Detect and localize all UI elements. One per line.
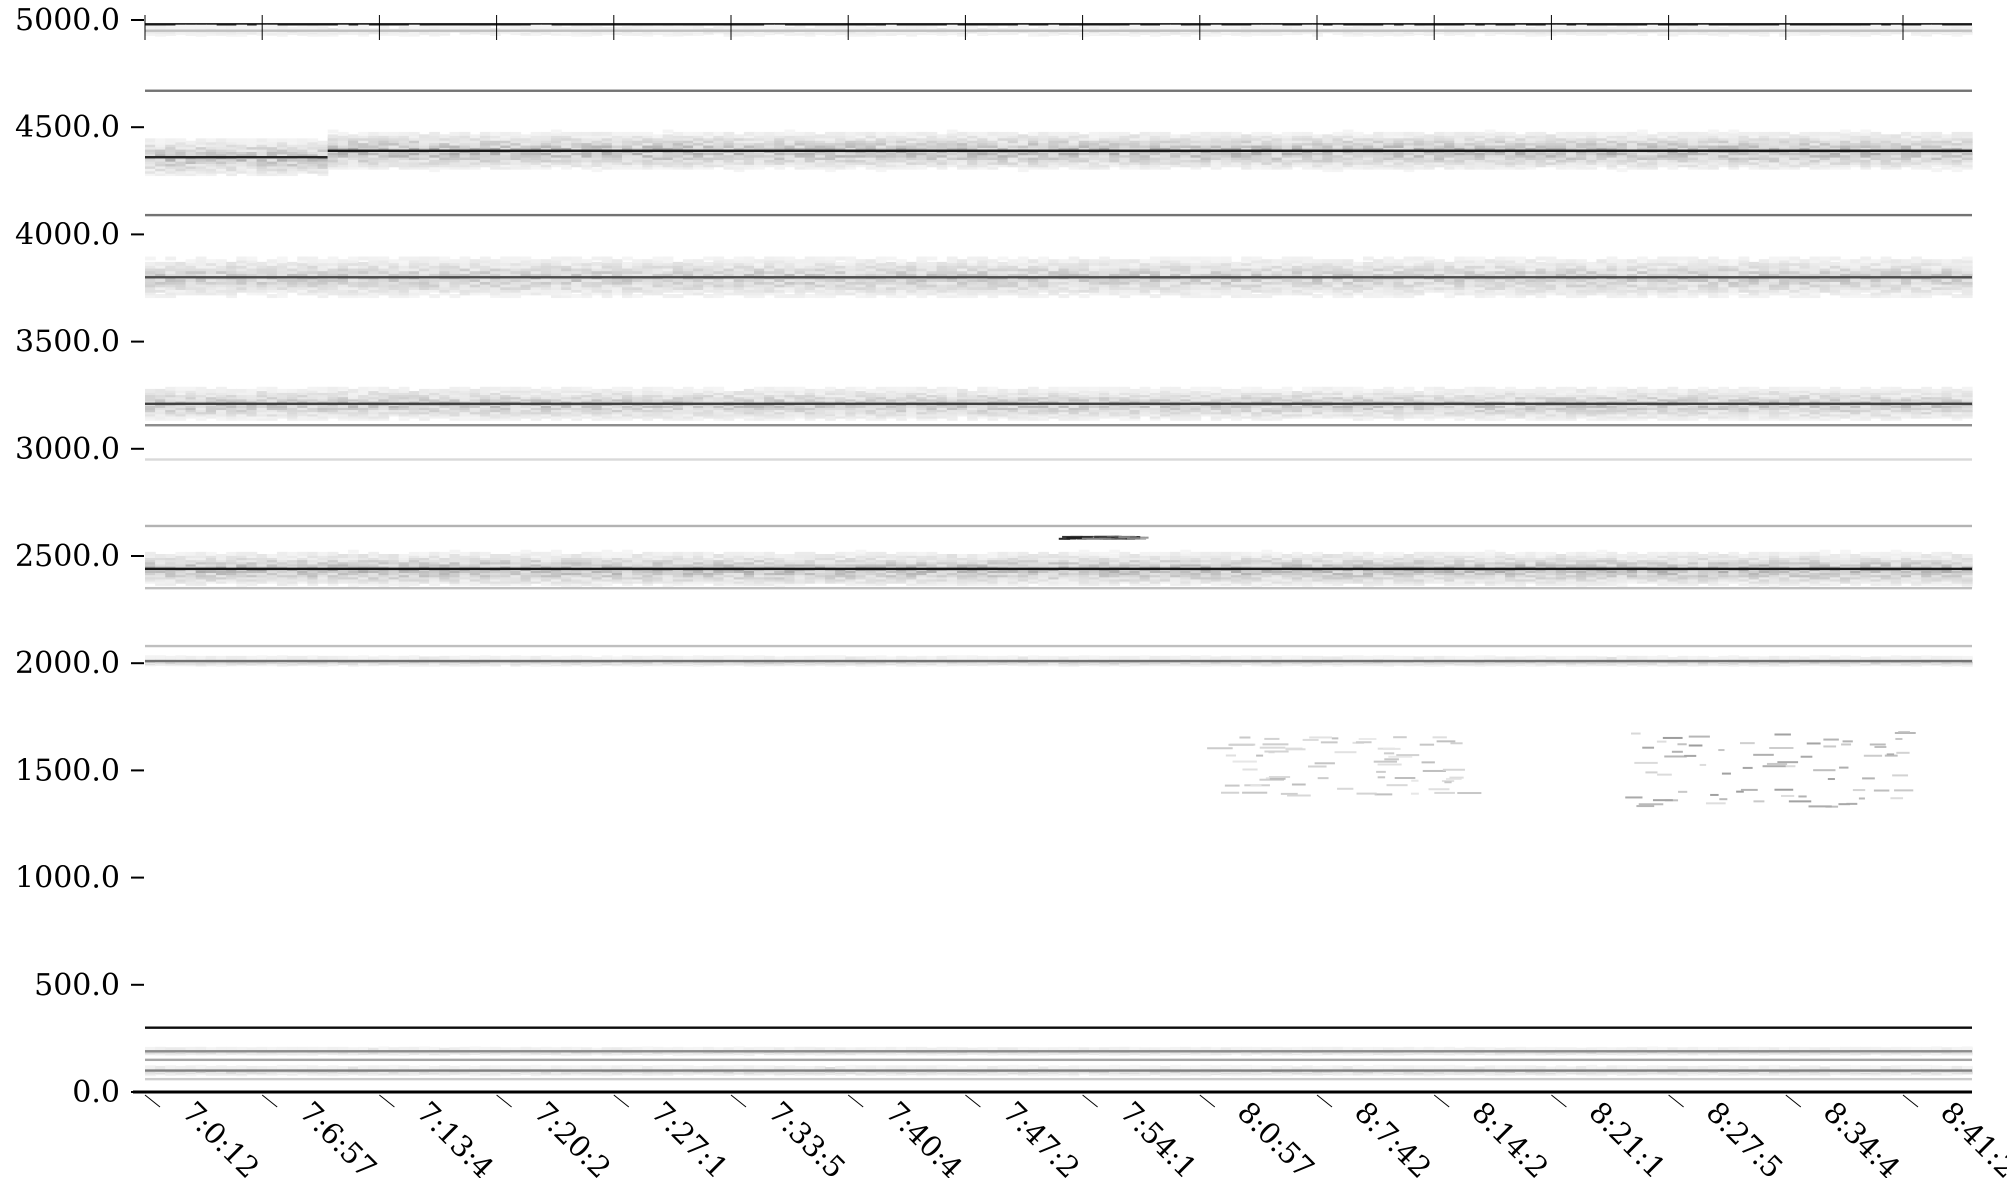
band-4 [327,129,1973,173]
x-tick-label-9: 8:0:57 [1231,1095,1321,1178]
heatmap-area [145,23,1973,1081]
x-tick-label-12: 8:21:1 [1582,1095,1672,1178]
x-tick-label-5: 7:33:5 [762,1095,852,1178]
x-tick-2 [379,1094,395,1108]
band-18 [145,1064,1973,1077]
band-19 [145,1077,1972,1081]
band-10 [145,524,1972,528]
y-axis: 0.0 500.0 1000.0 1500.0 2000.0 2500.0 3000.0 35… [15,3,144,1110]
x-tick-12 [1551,1094,1567,1108]
x-tick-7 [965,1094,981,1108]
x-tick-0 [144,1094,161,1108]
y-tick-label-4: 2000.0 [15,646,120,681]
x-tick-label-13: 8:27:5 [1700,1095,1790,1178]
x-tick-11 [1433,1094,1450,1108]
y-tick-label-3: 1500.0 [15,753,120,788]
x-tick-label-1: 7:6:57 [293,1095,383,1178]
patch-0 [1207,736,1482,797]
x-tick-label-15: 8:41:2 [1934,1095,2007,1178]
y-tick-label-10: 5000.0 [15,3,120,38]
patch-1 [1625,731,1916,808]
band-15 [145,1026,1972,1029]
x-tick-8 [1082,1094,1098,1108]
band-12 [145,586,1972,590]
band-3 [145,138,329,177]
x-tick-4 [613,1094,630,1108]
x-tick-label-6: 7:40:4 [879,1095,969,1178]
x-tick-label-4: 7:27:1 [645,1095,735,1178]
y-tick-label-6: 3000.0 [15,432,120,467]
x-tick-10 [1316,1094,1333,1108]
y-tick-label-7: 3500.0 [15,325,120,360]
x-tick-label-11: 8:14:2 [1465,1095,1555,1178]
band-0 [145,23,1972,26]
x-axis: 7:0:12 7:6:57 7:13:4 7:20:2 7:27:1 7:33:5 7:40… [133,15,2007,1178]
x-tick-5 [730,1094,747,1108]
band-8 [145,424,1972,427]
y-tick-label-1: 500.0 [34,968,120,1003]
band-7 [145,386,1973,421]
x-tick-label-3: 7:20:2 [528,1095,618,1178]
x-tick-6 [847,1094,864,1108]
y-tick-label-9: 4500.0 [15,110,120,145]
band-5 [145,213,1972,217]
x-tick-label-0: 7:0:12 [176,1095,266,1178]
band-11 [145,549,1973,589]
band-2 [145,89,1972,92]
x-tick-13 [1668,1094,1684,1108]
band-13 [145,644,1972,648]
band-14 [145,655,1973,667]
x-tick-9 [1199,1094,1216,1108]
x-tick-3 [496,1094,512,1108]
band-17 [145,1058,1972,1062]
y-tick-label-0: 0.0 [72,1075,120,1110]
band-16 [145,1046,1973,1057]
x-tick-label-14: 8:34:4 [1817,1095,1907,1178]
x-tick-label-7: 7:47:2 [996,1095,1086,1178]
y-tick-label-8: 4000.0 [15,217,120,252]
y-tick-label-5: 2500.0 [15,539,120,574]
band-9 [145,458,1972,461]
x-tick-1 [261,1094,278,1108]
x-tick-label-8: 7:54:1 [1114,1095,1204,1178]
band-6 [145,256,1973,299]
y-tick-label-2: 1000.0 [15,861,120,896]
x-tick-label-10: 8:7:42 [1348,1095,1438,1178]
band-1 [145,24,1973,37]
x-tick-14 [1785,1094,1802,1108]
x-tick-label-2: 7:13:4 [410,1095,500,1178]
x-tick-15 [1902,1094,1919,1108]
patch-2 [1058,535,1149,540]
